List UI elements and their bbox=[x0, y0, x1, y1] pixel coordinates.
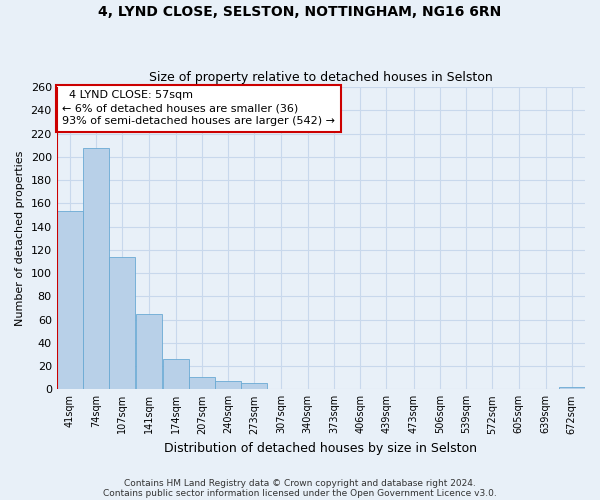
Text: 4 LYND CLOSE: 57sqm  
← 6% of detached houses are smaller (36)
93% of semi-detac: 4 LYND CLOSE: 57sqm ← 6% of detached hou… bbox=[62, 90, 335, 126]
Bar bbox=[163, 359, 188, 390]
Bar bbox=[57, 212, 83, 390]
Y-axis label: Number of detached properties: Number of detached properties bbox=[15, 150, 25, 326]
Bar bbox=[109, 257, 136, 390]
X-axis label: Distribution of detached houses by size in Selston: Distribution of detached houses by size … bbox=[164, 442, 478, 455]
Bar bbox=[241, 384, 268, 390]
Text: 4, LYND CLOSE, SELSTON, NOTTINGHAM, NG16 6RN: 4, LYND CLOSE, SELSTON, NOTTINGHAM, NG16… bbox=[98, 5, 502, 19]
Text: Contains public sector information licensed under the Open Government Licence v3: Contains public sector information licen… bbox=[103, 488, 497, 498]
Bar bbox=[559, 387, 585, 390]
Bar bbox=[136, 314, 163, 390]
Bar bbox=[83, 148, 109, 390]
Bar bbox=[215, 381, 241, 390]
Title: Size of property relative to detached houses in Selston: Size of property relative to detached ho… bbox=[149, 72, 493, 85]
Bar bbox=[189, 376, 215, 390]
Text: Contains HM Land Registry data © Crown copyright and database right 2024.: Contains HM Land Registry data © Crown c… bbox=[124, 478, 476, 488]
